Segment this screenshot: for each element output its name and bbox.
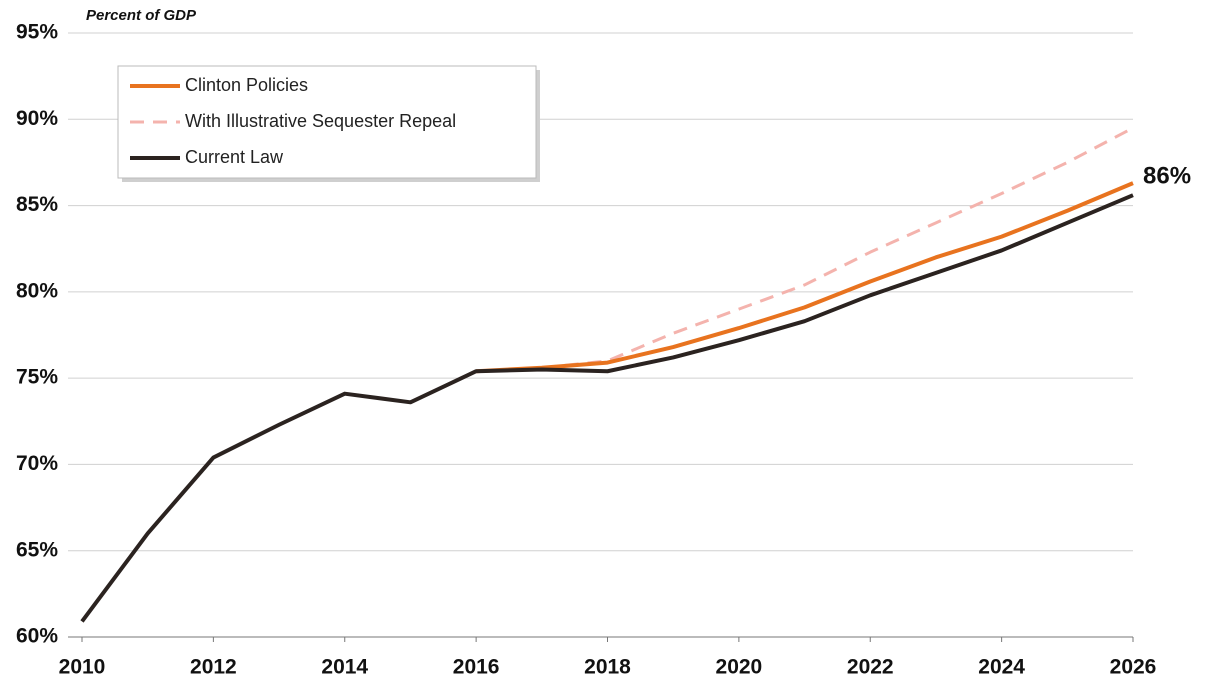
y-tick-label: 80% — [16, 279, 58, 302]
y-tick-label: 75% — [16, 366, 58, 389]
x-tick-label: 2014 — [321, 656, 368, 679]
line-series — [476, 181, 1134, 374]
x-tick-label: 2024 — [978, 656, 1025, 679]
y-tick-label: 90% — [16, 107, 58, 130]
line-series — [80, 193, 1134, 623]
legend-label: Current Law — [185, 147, 284, 167]
x-tick-label: 2010 — [59, 656, 106, 679]
y-tick-label: 60% — [16, 625, 58, 648]
line-series — [541, 126, 1134, 370]
value-label: 86% — [1143, 162, 1191, 189]
y-tick-label: 95% — [16, 21, 58, 44]
x-tick-label: 2026 — [1110, 656, 1157, 679]
legend-box — [117, 65, 537, 179]
x-tick-label: 2016 — [453, 656, 500, 679]
y-tick-label: 85% — [16, 193, 58, 216]
y-tick-label: 70% — [16, 452, 58, 475]
x-tick-label: 2018 — [584, 656, 631, 679]
x-tick-label: 2022 — [847, 656, 894, 679]
x-tick-label: 2012 — [190, 656, 237, 679]
legend-label: Clinton Policies — [185, 75, 308, 95]
x-tick-label: 2020 — [716, 656, 763, 679]
legend-label: With Illustrative Sequester Repeal — [185, 111, 456, 131]
y-axis-label: Percent of GDP — [86, 7, 197, 24]
y-tick-label: 65% — [16, 538, 58, 561]
